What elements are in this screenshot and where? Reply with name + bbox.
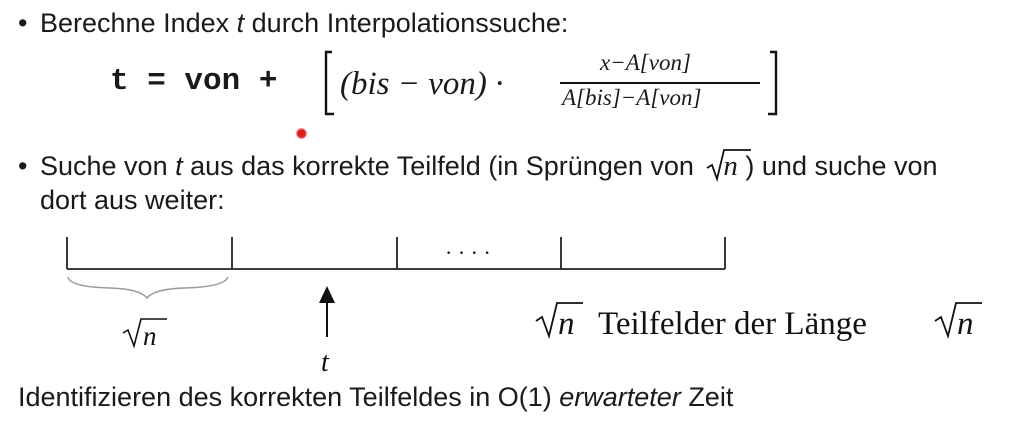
bullet1-text-before: Berechne Index — [40, 8, 237, 38]
curly-brace — [67, 276, 229, 300]
bullet1-var-t: t — [236, 8, 245, 38]
formula-lhs: t = von + — [110, 64, 278, 99]
bullet-point-1: • Berechne Index t durch Interpolationssu… — [18, 8, 568, 39]
ellipsis-dots: · · · · — [445, 240, 491, 265]
bullet-symbol: • — [18, 151, 28, 181]
footer-text-before: Identifizieren des korrekten Teilfeldes … — [18, 382, 560, 412]
bullet1-text-after: durch Interpolationssuche: — [244, 8, 569, 38]
caption-text: Teilfelder der Länge — [598, 306, 867, 342]
bullet2-text-before: Suche von — [40, 151, 176, 181]
bullet2-text-middle: aus das korrekte Teilfeld (in Sprüngen v… — [182, 151, 702, 181]
bullet-symbol: • — [18, 8, 28, 38]
footer-text-after: Zeit — [680, 382, 734, 412]
caption-sqrt-n-1: n — [558, 306, 575, 342]
fraction-bar — [560, 82, 760, 84]
floor-bracket-right — [768, 50, 778, 116]
footer-italic: erwarteter — [559, 382, 681, 412]
bullet2-var-t: t — [175, 151, 183, 181]
sqrt-symbol-brace — [122, 318, 167, 349]
sqrt-symbol-caption-1 — [535, 302, 583, 340]
pointer-arrow-head — [319, 286, 335, 303]
sqrt-n-inline: n — [705, 149, 752, 183]
arrow-label-t: t — [321, 347, 330, 378]
footer-statement: Identifizieren des korrekten Teilfeldes … — [18, 382, 733, 413]
bullet-point-2-continuation: dort aus weiter: — [40, 185, 225, 215]
formula-numerator: x−A[von] — [600, 50, 691, 75]
formula-difference: (bis − von) · — [340, 66, 504, 102]
caption-sqrt-n-2: n — [957, 306, 974, 342]
brace-label-n: n — [143, 321, 157, 351]
subarray-diagram: · · · · n t n Teilfelder der Länge n — [66, 237, 982, 378]
formula-denominator: A[bis]−A[von] — [562, 85, 702, 110]
pointer-cursor-dot — [296, 128, 307, 139]
floor-bracket-left — [324, 50, 334, 116]
bullet2-text-after: ) und suche von — [737, 151, 938, 181]
bullet-point-2: • Suche von t aus das korrekte Teilfeld (… — [18, 149, 938, 183]
sqrt-symbol-caption-2 — [934, 302, 982, 340]
sqrt-n-var: n — [723, 150, 738, 182]
